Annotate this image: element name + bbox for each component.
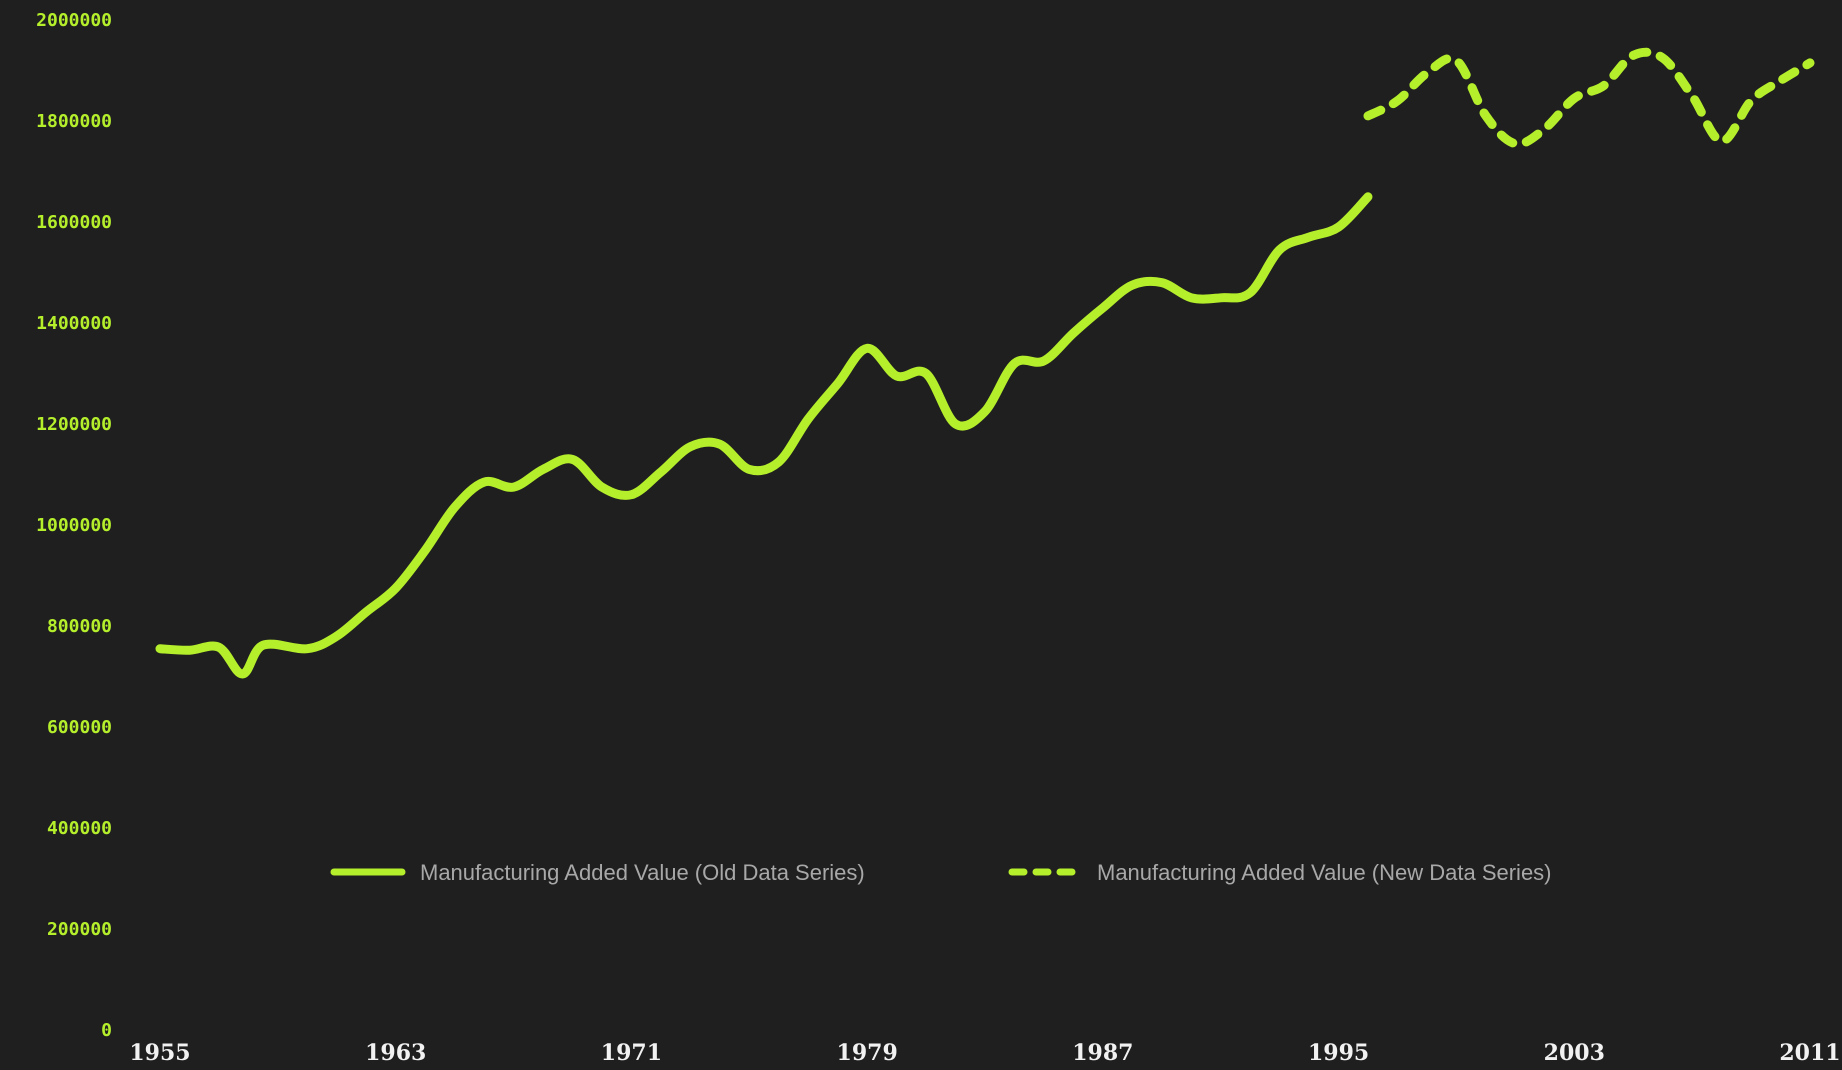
- y-tick-label: 0: [101, 1020, 112, 1041]
- series-lines: [155, 47, 1815, 679]
- y-tick-label: 600000: [47, 717, 112, 738]
- legend-label: Manufacturing Added Value (Old Data Seri…: [420, 860, 865, 885]
- y-tick-label: 800000: [47, 616, 112, 637]
- y-tick-label: 1200000: [36, 414, 112, 435]
- x-tick-label: 1987: [1072, 1040, 1133, 1066]
- y-tick-label: 1800000: [36, 111, 112, 132]
- series-line-new-data: [1363, 47, 1815, 149]
- y-tick-label: 1000000: [36, 515, 112, 536]
- y-tick-label: 400000: [47, 818, 112, 839]
- y-axis-ticks: 0 200000 400000 600000 800000 1000000 1200000 1…: [36, 10, 112, 1041]
- x-axis-ticks: 1955 1963 1971 1979 1987 1995 2003 2011: [129, 1040, 1840, 1066]
- x-tick-label: 2003: [1544, 1040, 1605, 1066]
- y-tick-label: 200000: [47, 919, 112, 940]
- x-tick-label: 1971: [601, 1040, 662, 1066]
- x-tick-label: 1979: [837, 1040, 898, 1066]
- y-tick-label: 1600000: [36, 212, 112, 233]
- x-tick-label: 1955: [129, 1040, 190, 1066]
- y-tick-label: 1400000: [36, 313, 112, 334]
- x-tick-label: 1963: [365, 1040, 426, 1066]
- legend-label: Manufacturing Added Value (New Data Seri…: [1097, 860, 1552, 885]
- legend: Manufacturing Added Value (Old Data Seri…: [330, 860, 1552, 885]
- series-line-old-data: [155, 192, 1373, 679]
- x-tick-label: 2011: [1779, 1040, 1840, 1066]
- x-tick-label: 1995: [1308, 1040, 1369, 1066]
- y-tick-label: 2000000: [36, 10, 112, 31]
